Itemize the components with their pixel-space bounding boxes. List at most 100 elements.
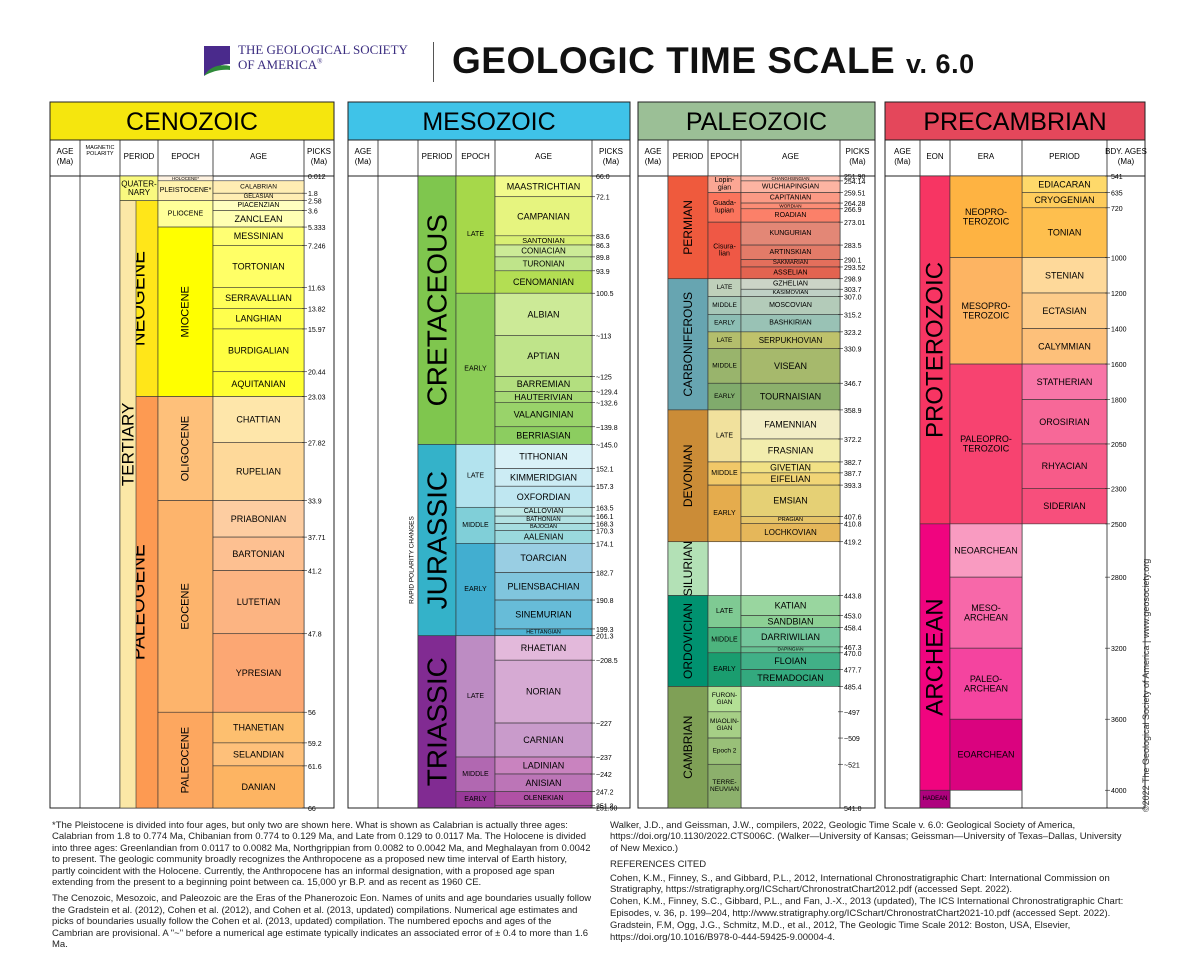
pick-label: 163.5 <box>596 505 614 512</box>
stage-unit <box>494 196 593 237</box>
stage-label: APTIAN <box>527 351 560 361</box>
stage-label: CARNIAN <box>523 735 564 745</box>
stage-label: BURDIGALIAN <box>228 345 289 355</box>
pick-label: 33.9 <box>308 499 322 506</box>
epoch-label: GIAN <box>717 725 733 732</box>
pick-label: 1000 <box>1111 256 1127 263</box>
stage-label: OXFORDIAN <box>517 492 571 502</box>
stage-unit <box>494 444 593 469</box>
period-label: PERMIAN <box>681 200 695 255</box>
society-name-line1: THE GEOLOGICAL SOCIETY <box>238 42 408 57</box>
stage-unit <box>212 500 305 538</box>
pick-label: 190.8 <box>596 598 614 605</box>
period-unit <box>417 175 457 445</box>
pick-label: 170.3 <box>596 528 614 535</box>
stage-label: ARTINSKIAN <box>770 249 812 256</box>
pick-label: 201.3 <box>596 634 614 641</box>
pick-label: ~132.6 <box>596 400 618 407</box>
pick-label: 247.2 <box>596 790 614 797</box>
stage-unit <box>494 543 593 573</box>
stage-label: CAMPANIAN <box>517 211 570 221</box>
stage-unit <box>740 348 841 384</box>
pick-label: 458.4 <box>844 625 862 632</box>
epoch-unit <box>455 444 496 508</box>
pick-label: 290.1 <box>844 258 862 265</box>
stage-label: BAJOCIAN <box>530 524 557 530</box>
pick-label: 0.012 <box>308 174 326 181</box>
epoch-unit <box>707 484 742 543</box>
pick-label: ~129.4 <box>596 389 618 396</box>
epoch-unit <box>455 756 496 792</box>
pick-label: ~227 <box>596 721 612 728</box>
stage-label: PRIABONIAN <box>231 514 287 524</box>
column-header: PERIOD <box>124 152 155 161</box>
stage-label: LANGHIAN <box>235 314 281 324</box>
stage-label: TORTONIAN <box>232 261 285 271</box>
pick-label: 174.1 <box>596 541 614 548</box>
pick-label: 470.0 <box>844 651 862 658</box>
stage-unit <box>212 442 305 501</box>
stage-label: WORDIAN <box>779 203 801 208</box>
pick-label: 346.7 <box>844 381 862 388</box>
stage-label: ROADIAN <box>775 212 807 219</box>
era-label: TEROZOIC <box>963 444 1010 454</box>
period-label: SILURIAN <box>681 541 695 596</box>
pick-label: 72.1 <box>596 195 610 202</box>
column-header: PICKS <box>845 147 869 156</box>
epoch-label: FURON- <box>712 692 737 699</box>
pick-label: 2800 <box>1111 575 1127 582</box>
period-label: CARBONIFEROUS <box>681 292 695 397</box>
stage-label: GIVETIAN <box>770 462 811 472</box>
pick-label: 410.8 <box>844 521 862 528</box>
pick-label: 323.2 <box>844 330 862 337</box>
era-title: MESOZOIC <box>422 108 555 136</box>
stage-label: PIACENZIAN <box>237 202 279 209</box>
period-unit <box>1021 207 1108 258</box>
footnote-pleistocene: *The Pleistocene is divided into four ag… <box>52 820 591 889</box>
stage-label: KUNGURIAN <box>769 230 811 237</box>
epoch-unit <box>455 175 496 294</box>
period-unit <box>1021 363 1108 400</box>
pick-label: 266.9 <box>844 207 862 214</box>
stage-label: SANDBIAN <box>767 617 813 627</box>
pick-label: 182.7 <box>596 571 614 578</box>
period-label: SIDERIAN <box>1043 501 1086 511</box>
column-header: PICKS <box>307 147 331 156</box>
period-unit <box>667 409 709 543</box>
pick-label: 37.71 <box>308 535 326 542</box>
pick-label: 1200 <box>1111 291 1127 298</box>
pick-label: 89.8 <box>596 255 610 262</box>
stage-label: CENOMANIAN <box>513 277 574 287</box>
stage-label: CALLOVIAN <box>524 508 564 515</box>
period-label: CRYOGENIAN <box>1034 195 1094 205</box>
era-label: PALEOPRO- <box>960 434 1012 444</box>
pick-label: 13.82 <box>308 306 326 313</box>
period-label: ECTASIAN <box>1042 306 1086 316</box>
column-header: EPOCH <box>461 152 490 161</box>
period-label: QUATER- <box>121 180 157 189</box>
stage-label: CONIACIAN <box>521 246 566 255</box>
stage-label: PRAGIAN <box>778 517 803 523</box>
stage-label: BARTONIAN <box>232 549 284 559</box>
reference-item: Cohen, K.M., Finney, S.C., Gibbard, P.L.… <box>610 896 1124 919</box>
pick-label: 541.0 <box>844 806 862 813</box>
pick-label: ~509 <box>844 736 860 743</box>
stage-unit <box>494 635 593 661</box>
pick-label: 3200 <box>1111 646 1127 653</box>
epoch-unit <box>455 292 496 445</box>
stage-label: CHATTIAN <box>236 414 280 424</box>
pick-label: ~521 <box>844 762 860 769</box>
period-label: TONIAN <box>1048 228 1082 238</box>
references-title: REFERENCES CITED <box>610 859 707 871</box>
stage-label: BATHONIAN <box>526 517 560 523</box>
epoch-unit <box>707 348 742 384</box>
era-label: PALEO- <box>970 674 1002 684</box>
reference-item: Gradstein, F.M, Ogg, J.G., Schmitz, M.D.… <box>610 920 1071 943</box>
epoch-unit <box>707 763 742 809</box>
stage-label: RHAETIAN <box>521 643 567 653</box>
eon-label: PROTEROZOIC <box>922 262 949 438</box>
stage-unit <box>494 572 593 601</box>
epoch-label: PLIOCENE <box>168 210 204 217</box>
society-name-line2: OF AMERICA® <box>238 57 323 72</box>
stage-unit <box>494 804 593 808</box>
